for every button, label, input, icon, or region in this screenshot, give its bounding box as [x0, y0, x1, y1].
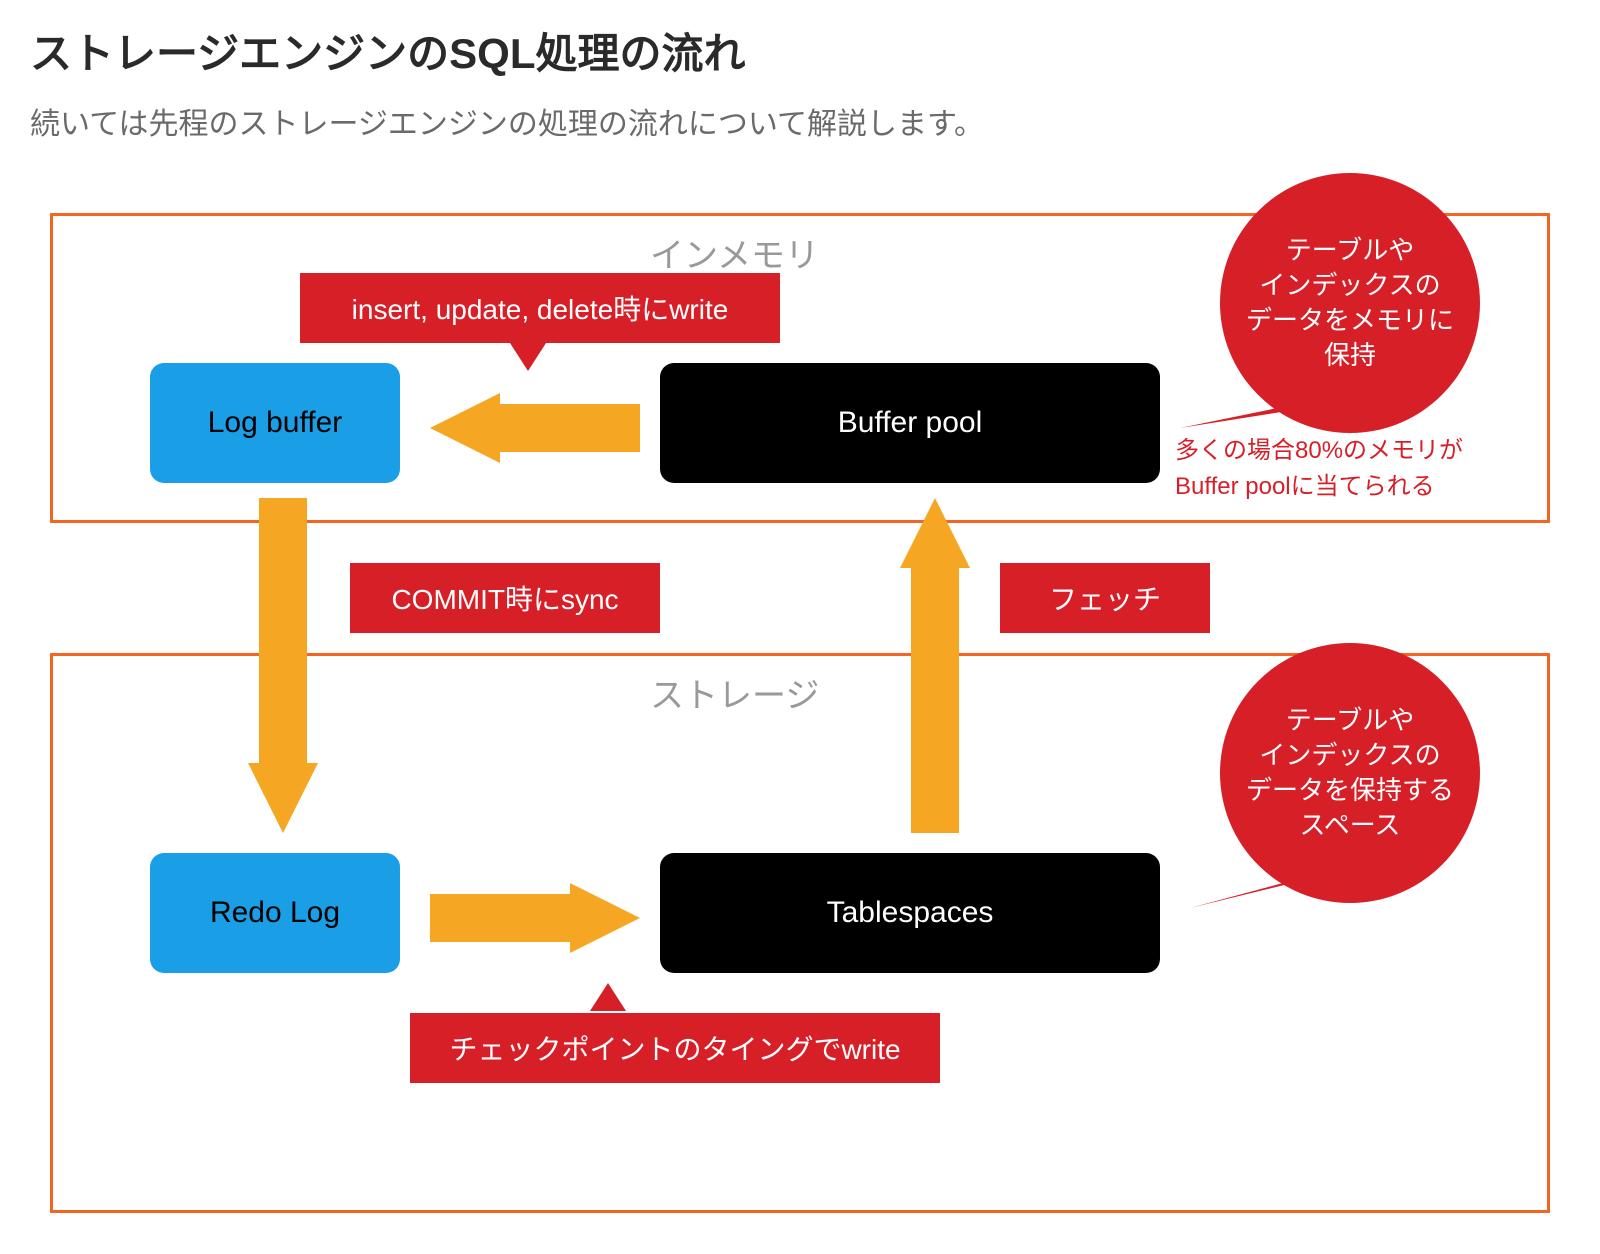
region-title-in-memory: インメモリ: [650, 228, 819, 277]
node-redo-log: Redo Log: [150, 853, 400, 973]
label-write-label: insert, update, delete時にwrite: [300, 273, 780, 343]
node-tablespaces: Tablespaces: [660, 853, 1160, 973]
page-subtitle: 続いては先程のストレージエンジンの処理の流れについて解説します。: [30, 99, 1570, 143]
callout-bufferpool-callout: テーブルやインデックスのデータをメモリに保持: [1220, 173, 1480, 433]
region-title-storage: ストレージ: [650, 668, 819, 717]
callout-tablespaces-callout: テーブルやインデックスのデータを保持するスペース: [1220, 643, 1480, 903]
node-log-buffer: Log buffer: [150, 363, 400, 483]
label-tail-write-label: [510, 343, 546, 371]
note-memory-note: 多くの場合80%のメモリがBuffer poolに当てられる: [1175, 433, 1463, 505]
label-tail-checkpoint-label: [590, 983, 626, 1011]
page-title: ストレージエンジンのSQL処理の流れ: [30, 20, 1570, 81]
label-checkpoint-label: チェックポイントのタイングでwrite: [410, 1013, 940, 1083]
storage-engine-diagram: インメモリストレージ Log buffer Buffer pool Redo Log T…: [30, 213, 1570, 1233]
node-buffer-pool: Buffer pool: [660, 363, 1160, 483]
label-commit-label: COMMIT時にsync: [350, 563, 660, 633]
label-fetch-label: フェッチ: [1000, 563, 1210, 633]
